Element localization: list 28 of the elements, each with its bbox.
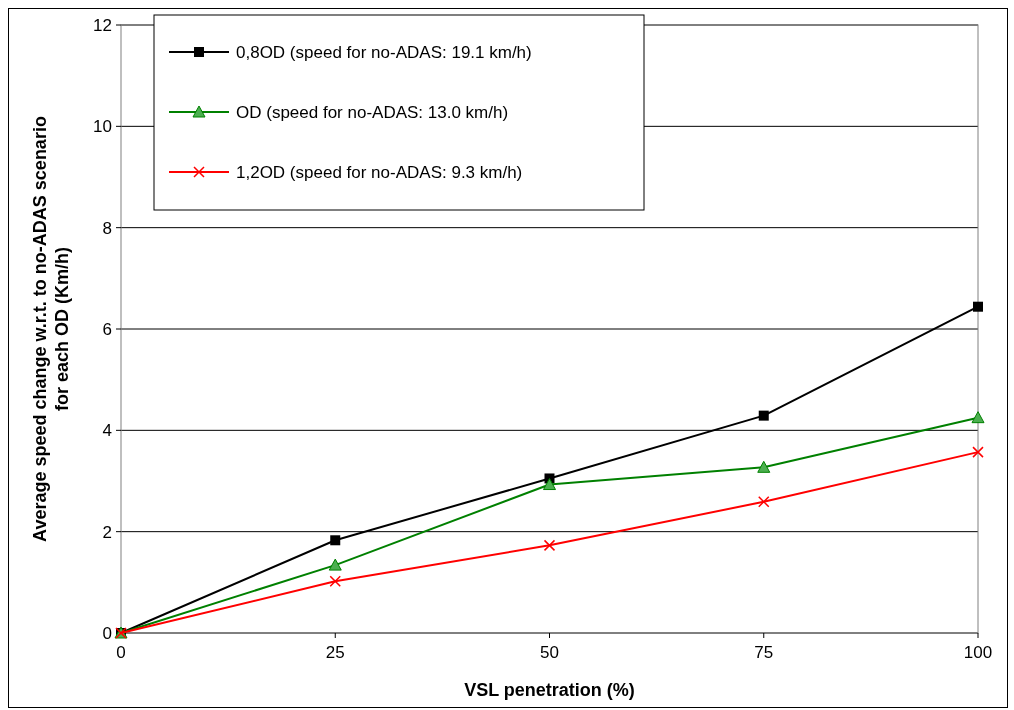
point [543, 539, 556, 552]
x-tick-label: 25 [325, 643, 345, 662]
point [973, 301, 983, 312]
point [330, 535, 341, 546]
x-tick-label: 50 [540, 643, 559, 662]
point [757, 460, 771, 473]
x-tick-label: 0 [116, 643, 126, 662]
y-axis-title: Average speed change w.r.t. to no-ADAS scenario for each OD (Km/h) [30, 116, 72, 542]
y-tick-label: 12 [93, 15, 112, 35]
y-tick-label: 6 [102, 319, 112, 339]
y-tick-label: 10 [93, 117, 112, 137]
y-tick-label: 2 [102, 522, 112, 542]
x-tick-label: 75 [754, 643, 774, 662]
point [972, 446, 984, 458]
point [758, 410, 769, 421]
x-tick-label: 100 [963, 643, 993, 662]
y-tick-label: 0 [102, 623, 112, 643]
legend-label: 1,2OD (speed for no-ADAS: 9.3 km/h) [236, 162, 523, 182]
point [328, 558, 342, 571]
point [971, 411, 985, 424]
point [758, 496, 770, 508]
legend-label: OD (speed for no-ADAS: 13.0 km/h) [236, 102, 509, 122]
x-axis-title: VSL penetration (%) [464, 680, 635, 700]
legend-label: 0,8OD (speed for no-ADAS: 19.1 km/h) [236, 42, 532, 62]
y-tick-label: 4 [102, 421, 112, 441]
y-tick-label: 8 [102, 218, 112, 238]
point [329, 575, 341, 588]
point [543, 478, 556, 491]
